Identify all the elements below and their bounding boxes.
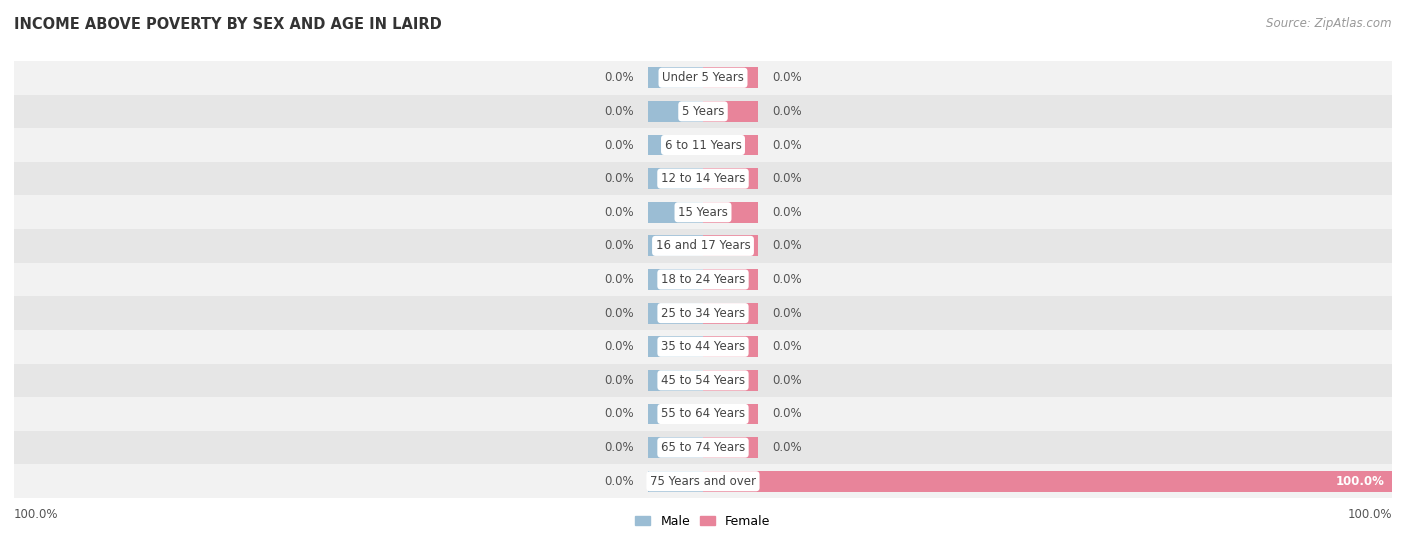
Bar bbox=[703, 135, 758, 155]
Text: 0.0%: 0.0% bbox=[772, 239, 801, 252]
Text: 15 Years: 15 Years bbox=[678, 206, 728, 219]
Bar bbox=[14, 196, 1392, 229]
Text: 0.0%: 0.0% bbox=[772, 71, 801, 84]
Bar bbox=[14, 330, 1392, 363]
Text: 5 Years: 5 Years bbox=[682, 105, 724, 118]
Text: 65 to 74 Years: 65 to 74 Years bbox=[661, 441, 745, 454]
Text: 16 and 17 Years: 16 and 17 Years bbox=[655, 239, 751, 252]
Text: 25 to 34 Years: 25 to 34 Years bbox=[661, 307, 745, 320]
Text: Under 5 Years: Under 5 Years bbox=[662, 71, 744, 84]
Bar bbox=[648, 168, 703, 189]
Text: 0.0%: 0.0% bbox=[605, 475, 634, 488]
Text: 0.0%: 0.0% bbox=[772, 172, 801, 185]
Text: 0.0%: 0.0% bbox=[772, 374, 801, 387]
Text: 0.0%: 0.0% bbox=[772, 408, 801, 420]
Text: 12 to 14 Years: 12 to 14 Years bbox=[661, 172, 745, 185]
Bar bbox=[703, 437, 758, 458]
Bar bbox=[703, 471, 1392, 492]
Bar bbox=[648, 202, 703, 222]
Text: 0.0%: 0.0% bbox=[605, 71, 634, 84]
Legend: Male, Female: Male, Female bbox=[630, 510, 776, 533]
Bar bbox=[648, 303, 703, 324]
Bar bbox=[648, 67, 703, 88]
Bar bbox=[648, 437, 703, 458]
Bar bbox=[648, 269, 703, 290]
Bar bbox=[703, 67, 758, 88]
Text: Source: ZipAtlas.com: Source: ZipAtlas.com bbox=[1267, 17, 1392, 30]
Bar bbox=[648, 101, 703, 122]
Bar bbox=[648, 235, 703, 256]
Bar bbox=[14, 263, 1392, 296]
Bar bbox=[648, 337, 703, 357]
Text: 75 Years and over: 75 Years and over bbox=[650, 475, 756, 488]
Text: 0.0%: 0.0% bbox=[605, 139, 634, 151]
Text: 100.0%: 100.0% bbox=[1336, 475, 1385, 488]
Bar bbox=[14, 296, 1392, 330]
Bar bbox=[703, 269, 758, 290]
Bar bbox=[648, 135, 703, 155]
Bar bbox=[14, 431, 1392, 465]
Text: 0.0%: 0.0% bbox=[772, 273, 801, 286]
Text: 0.0%: 0.0% bbox=[605, 441, 634, 454]
Text: 0.0%: 0.0% bbox=[772, 340, 801, 353]
Bar bbox=[703, 202, 758, 222]
Text: INCOME ABOVE POVERTY BY SEX AND AGE IN LAIRD: INCOME ABOVE POVERTY BY SEX AND AGE IN L… bbox=[14, 17, 441, 32]
Bar bbox=[703, 370, 758, 391]
Bar bbox=[14, 94, 1392, 128]
Text: 0.0%: 0.0% bbox=[772, 441, 801, 454]
Bar bbox=[14, 162, 1392, 196]
Bar bbox=[703, 101, 758, 122]
Bar bbox=[648, 370, 703, 391]
Bar bbox=[14, 363, 1392, 397]
Bar bbox=[703, 235, 758, 256]
Text: 0.0%: 0.0% bbox=[605, 172, 634, 185]
Bar bbox=[648, 471, 703, 492]
Text: 100.0%: 100.0% bbox=[14, 508, 59, 521]
Bar bbox=[14, 465, 1392, 498]
Bar bbox=[14, 397, 1392, 431]
Bar bbox=[703, 168, 758, 189]
Text: 6 to 11 Years: 6 to 11 Years bbox=[665, 139, 741, 151]
Text: 55 to 64 Years: 55 to 64 Years bbox=[661, 408, 745, 420]
Bar bbox=[14, 61, 1392, 94]
Bar bbox=[14, 128, 1392, 162]
Text: 100.0%: 100.0% bbox=[1347, 508, 1392, 521]
Text: 0.0%: 0.0% bbox=[605, 307, 634, 320]
Text: 45 to 54 Years: 45 to 54 Years bbox=[661, 374, 745, 387]
Bar bbox=[703, 337, 758, 357]
Bar bbox=[703, 303, 758, 324]
Bar bbox=[703, 404, 758, 424]
Text: 0.0%: 0.0% bbox=[605, 408, 634, 420]
Text: 0.0%: 0.0% bbox=[605, 340, 634, 353]
Text: 0.0%: 0.0% bbox=[605, 105, 634, 118]
Text: 0.0%: 0.0% bbox=[605, 206, 634, 219]
Bar bbox=[648, 404, 703, 424]
Text: 0.0%: 0.0% bbox=[605, 239, 634, 252]
Text: 0.0%: 0.0% bbox=[772, 105, 801, 118]
Text: 0.0%: 0.0% bbox=[605, 273, 634, 286]
Text: 0.0%: 0.0% bbox=[772, 139, 801, 151]
Text: 0.0%: 0.0% bbox=[772, 307, 801, 320]
Text: 0.0%: 0.0% bbox=[605, 374, 634, 387]
Text: 18 to 24 Years: 18 to 24 Years bbox=[661, 273, 745, 286]
Text: 0.0%: 0.0% bbox=[772, 206, 801, 219]
Text: 35 to 44 Years: 35 to 44 Years bbox=[661, 340, 745, 353]
Bar bbox=[14, 229, 1392, 263]
